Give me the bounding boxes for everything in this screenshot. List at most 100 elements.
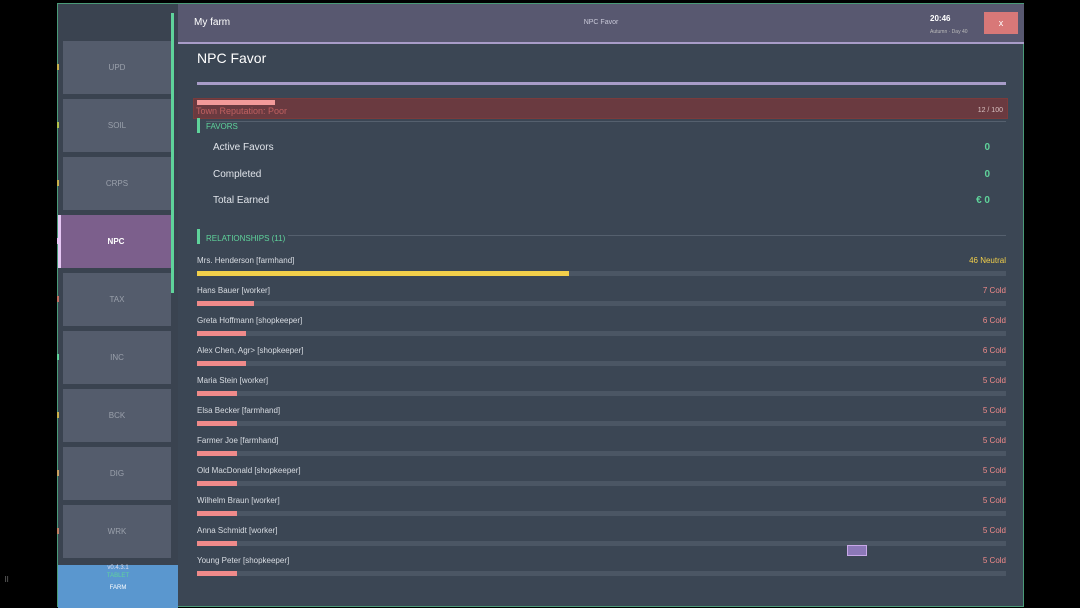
status-marker [57,238,59,244]
sidebar-item-npc[interactable]: NPC [58,215,171,268]
npc-status: 6 Cold [982,316,1006,325]
drag-handle-icon[interactable]: ⠿ [4,577,10,584]
stat-value: € 0 [976,195,990,206]
relationship-bar-track [197,451,1006,456]
status-marker [57,470,59,476]
npc-status: 7 Cold [982,286,1006,295]
npc-status: 5 Cold [982,556,1006,565]
sidebar-item-soil[interactable]: SOIL [63,99,171,152]
sidebar: UPD SOIL CRPS NPC TAX INC BCK DIG WRK v0.4.3.1 T… [57,4,178,608]
favor-stat: Completed 0 [213,169,990,180]
page-toggle-button[interactable] [847,545,867,556]
sidebar-item-label: CRPS [105,179,129,188]
section-accent [197,118,200,133]
sidebar-item-label: DIG [109,469,125,478]
relationship-bar-fill [197,511,238,516]
relationship-row[interactable]: Mrs. Henderson [farmhand] 46 Neutral [197,256,1006,286]
relationship-row[interactable]: Alex Chen, Agr> [shopkeeper] 6 Cold [197,346,1006,376]
reputation-banner: Town Reputation: Poor 12 / 100 [193,98,1008,119]
npc-status: 5 Cold [982,436,1006,445]
relationships-heading: RELATIONSHIPS (11) [206,234,289,243]
relationship-bar-track [197,511,1006,516]
npc-status: 6 Cold [982,346,1006,355]
relationship-bar-track [197,361,1006,366]
page-title: NPC Favor [197,50,267,66]
relationship-bar-fill [197,301,254,306]
npc-status: 5 Cold [982,376,1006,385]
stat-label: Active Favors [213,142,274,153]
relationship-row[interactable]: Maria Stein [worker] 5 Cold [197,376,1006,406]
sidebar-scrollbar[interactable] [171,13,174,293]
status-marker [57,296,59,302]
relationship-bar-fill [197,361,246,366]
relationship-row[interactable]: Old MacDonald [shopkeeper] 5 Cold [197,466,1006,496]
sidebar-item-label: TAX [109,295,125,304]
date-label: Autumn · Day 40 [930,29,968,35]
section-divider [206,121,1006,122]
relationship-bar-track [197,391,1006,396]
npc-name: Greta Hoffmann [shopkeeper] [197,316,303,325]
section-accent [197,229,200,244]
status-marker [57,64,59,70]
reputation-label: Town Reputation: Poor [196,106,288,116]
npc-status: 46 Neutral [969,256,1006,265]
favors-section-header: FAVORS [197,118,1006,133]
npc-name: Anna Schmidt [worker] [197,526,278,535]
relationship-bar-fill [197,481,238,486]
sidebar-item-crps[interactable]: CRPS [63,157,171,210]
status-marker [57,354,59,360]
relationship-row[interactable]: Hans Bauer [worker] 7 Cold [197,286,1006,316]
farm-label: FARM [109,585,127,591]
sidebar-item-label: UPD [108,63,126,72]
relationship-bar-track [197,301,1006,306]
stat-value: 0 [984,168,990,180]
relationship-bar-fill [197,271,570,276]
status-marker [57,122,59,128]
favors-heading: FAVORS [206,122,238,131]
relationship-bar-track [197,331,1006,336]
status-marker [57,528,59,534]
sidebar-item-label: NPC [107,237,125,246]
title-divider [197,82,1006,85]
sidebar-item-upd[interactable]: UPD [63,41,171,94]
sidebar-item-dig[interactable]: DIG [63,447,171,500]
relationship-bar-track [197,271,1006,276]
relationships-section-header: RELATIONSHIPS (11) [197,229,1006,244]
close-button[interactable]: x [984,12,1018,34]
npc-name: Old MacDonald [shopkeeper] [197,466,301,475]
status-marker [57,180,59,186]
favor-stat: Active Favors 0 [213,142,990,153]
sidebar-item-inc[interactable]: INC [63,331,171,384]
relationship-row[interactable]: Wilhelm Braun [worker] 5 Cold [197,496,1006,526]
screen-title: NPC Favor [583,19,619,26]
version-label: v0.4.3.1 [107,565,129,571]
header-bar: My farm NPC Favor 20:46 Autumn · Day 40 … [178,4,1024,44]
npc-name: Mrs. Henderson [farmhand] [197,256,295,265]
relationship-row[interactable]: Young Peter [shopkeeper] 5 Cold [197,556,1006,586]
npc-status: 5 Cold [982,496,1006,505]
sidebar-item-tax[interactable]: TAX [63,273,171,326]
sidebar-footer[interactable]: v0.4.3.1 TABLET FARM [58,565,178,608]
npc-name: Young Peter [shopkeeper] [197,556,290,565]
sidebar-item-bck[interactable]: BCK [63,389,171,442]
sidebar-item-label: INC [110,353,124,362]
npc-status: 5 Cold [982,406,1006,415]
relationship-row[interactable]: Anna Schmidt [worker] 5 Cold [197,526,1006,556]
relationship-row[interactable]: Farmer Joe [farmhand] 5 Cold [197,436,1006,466]
npc-status: 5 Cold [982,466,1006,475]
farm-name: My farm [194,17,231,28]
relationship-bar-fill [197,451,238,456]
relationship-bar-track [197,571,1006,576]
sidebar-item-label: BCK [108,411,126,420]
stat-value: 0 [984,142,990,153]
relationship-bar-fill [197,571,238,576]
relationship-bar-fill [197,541,238,546]
favor-stat: Total Earned € 0 [213,195,990,206]
relationship-row[interactable]: Elsa Becker [farmhand] 5 Cold [197,406,1006,436]
npc-name: Maria Stein [worker] [197,376,269,385]
npc-status: 5 Cold [982,526,1006,535]
npc-name: Alex Chen, Agr> [shopkeeper] [197,346,304,355]
stat-label: Total Earned [213,195,270,206]
relationship-row[interactable]: Greta Hoffmann [shopkeeper] 6 Cold [197,316,1006,346]
sidebar-item-wrk[interactable]: WRK [63,505,171,558]
